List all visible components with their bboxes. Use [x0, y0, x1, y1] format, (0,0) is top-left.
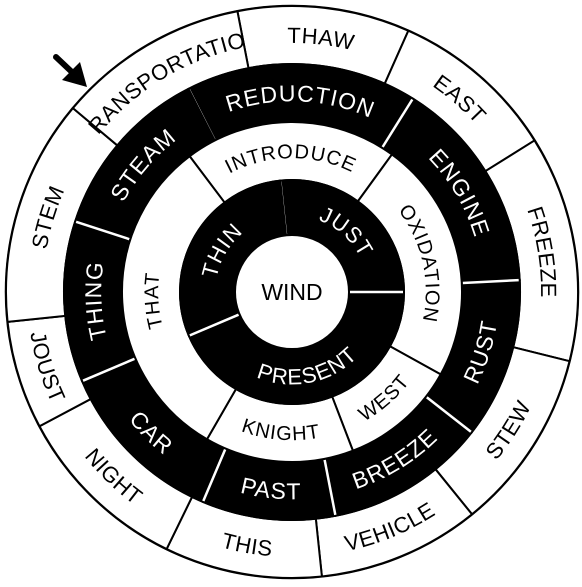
segment-divider: [381, 98, 414, 148]
segment-label: THAT: [141, 271, 167, 331]
segment-divider: [323, 459, 337, 516]
segment-label: THING: [80, 260, 112, 343]
middle-ring: REDUCTIONENGINERUSTBREEZEPASTCARTHINGSTE…: [63, 63, 521, 521]
segment-divider: [462, 278, 519, 285]
segment-divider: [189, 313, 240, 337]
segment-divider: [75, 220, 130, 241]
center-word: WIND: [261, 279, 322, 305]
segment-divider: [425, 396, 472, 433]
center-hub: [234, 234, 350, 350]
segment-divider: [82, 357, 136, 382]
arrow-down-right-icon: [53, 54, 87, 87]
segment-divider: [202, 448, 227, 502]
